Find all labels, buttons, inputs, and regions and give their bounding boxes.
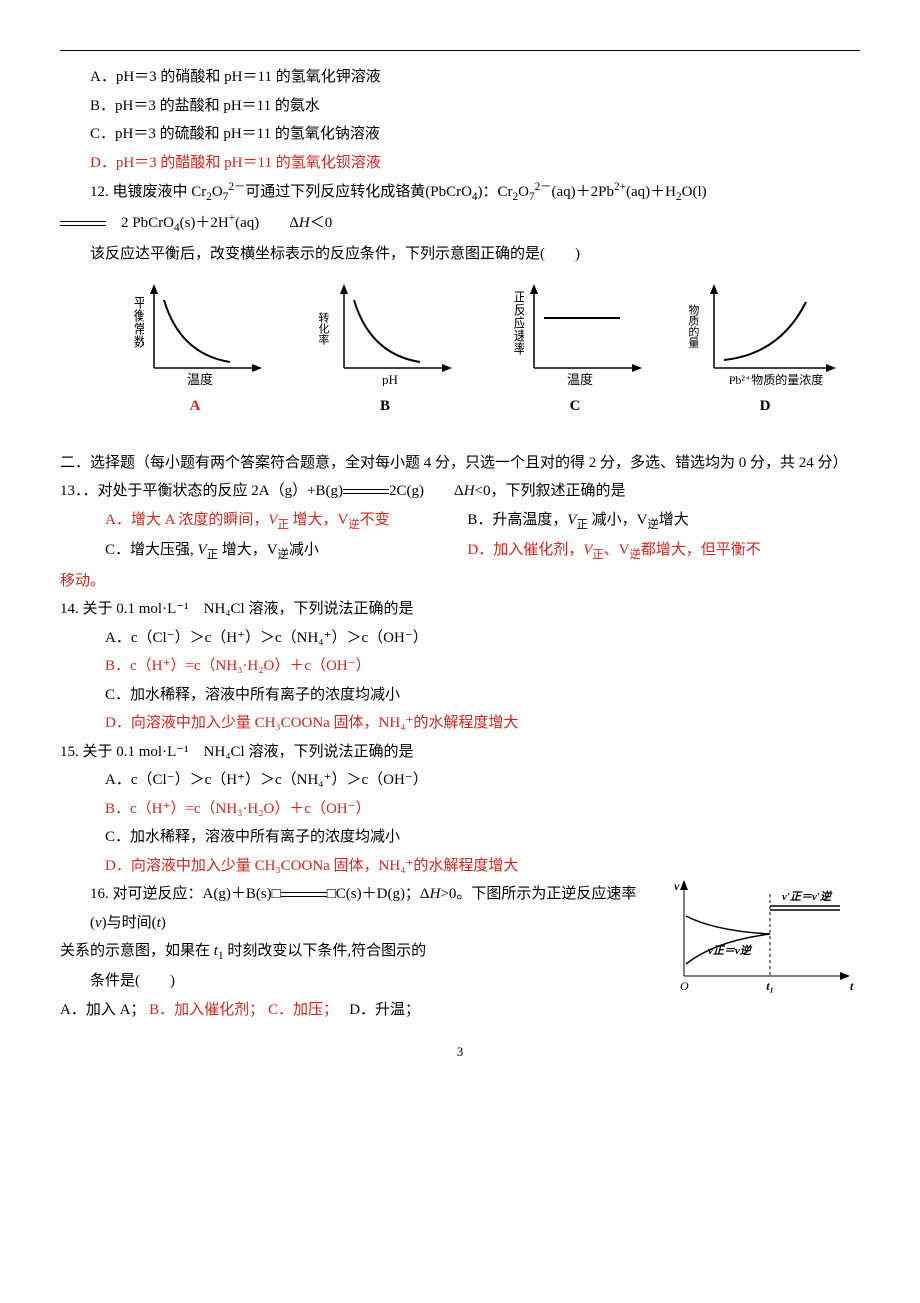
q14-option-b: B．c（H⁺）=c（NH₃·H₂O）＋c（OH⁻） <box>60 652 860 681</box>
header-rule <box>60 50 860 51</box>
q12-graph-a: 平衡常数 温度 <box>110 276 280 386</box>
q12-stem-line1: 12. 电镀废液中 Cr2O72－可通过下列反应转化成铬黄(PbCrO4)：Cr… <box>60 177 860 208</box>
q12-label-b: B <box>300 392 470 421</box>
svg-text:温度: 温度 <box>567 372 593 386</box>
q13-option-c: C．增大压强, V正 增大，V逆减小 <box>105 536 467 566</box>
q16-option-c: C．加压； <box>268 1002 331 1018</box>
svg-text:v′正＝v′逆: v′正＝v′逆 <box>782 890 833 903</box>
q14-option-a: A．c（Cl⁻）＞c（H⁺）＞c（NH₄⁺）＞c（OH⁻） <box>60 624 860 653</box>
q15-stem: 15. 关于 0.1 mol·L⁻¹ NH₄Cl 溶液，下列说法正确的是 <box>60 738 860 767</box>
q13-option-d-wrap: 移动。 <box>60 567 860 596</box>
q13-option-b: B．升高温度，V正 减小，V逆增大 <box>467 506 829 536</box>
svg-text:t₁: t₁ <box>766 979 774 993</box>
q14-stem: 14. 关于 0.1 mol·L⁻¹ NH₄Cl 溶液，下列说法正确的是 <box>60 595 860 624</box>
svg-text:pH: pH <box>382 372 398 386</box>
svg-text:v正＝v逆: v正＝v逆 <box>708 944 753 957</box>
q12-label-d: D <box>680 392 850 421</box>
q15-option-a: A．c（Cl⁻）＞c（H⁺）＞c（NH₄⁺）＞c（OH⁻） <box>60 766 860 795</box>
q13-option-d: D．加入催化剂，V正、V逆都增大，但平衡不 <box>467 536 829 566</box>
q15-option-b: B．c（H⁺）=c（NH₃·H₂O）＋c（OH⁻） <box>60 795 860 824</box>
q12-stem-line3: 该反应达平衡后，改变横坐标表示的反应条件，下列示意图正确的是( ) <box>60 240 860 269</box>
q12-graph-labels: A B C D <box>110 392 850 421</box>
q12-graphs: 平衡常数 温度 Cr₂O₇²⁻转化率 pH 正反应速率 温度 <box>110 276 850 386</box>
q16-option-a: A．加入 A； <box>60 1002 145 1018</box>
q11-option-a: A．pH＝3 的硝酸和 pH＝11 的氢氧化钾溶液 <box>60 63 860 92</box>
q11-option-c: C．pH＝3 的硫酸和 pH＝11 的氢氧化钠溶液 <box>60 120 860 149</box>
equilibrium-arrow-icon <box>343 487 389 497</box>
page-number: 3 <box>60 1040 860 1065</box>
q16-option-d: D．升温； <box>349 1002 420 1018</box>
svg-text:Pb²⁺物质的量浓度: Pb²⁺物质的量浓度 <box>729 372 824 386</box>
q11-option-b: B．pH＝3 的盐酸和 pH＝11 的氨水 <box>60 92 860 121</box>
q12-label-c: C <box>490 392 660 421</box>
svg-text:v: v <box>674 879 680 893</box>
equilibrium-arrow-icon <box>60 219 106 229</box>
q12-graph-b: Cr₂O₇²⁻转化率 pH <box>300 276 470 386</box>
svg-text:O: O <box>680 979 689 993</box>
svg-text:t: t <box>850 979 854 993</box>
q12-graph-d: Cr₂O₇²⁻物质的量 Pb²⁺物质的量浓度 <box>680 276 850 386</box>
svg-text:温度: 温度 <box>187 372 213 386</box>
q14-option-d: D．向溶液中加入少量 CH₃COONa 固体，NH₄⁺的水解程度增大 <box>60 709 860 738</box>
equilibrium-arrow-icon <box>281 890 327 900</box>
q11-option-d: D．pH＝3 的醋酸和 pH＝11 的氢氧化钡溶液 <box>60 149 860 178</box>
q15-option-c: C．加水稀释，溶液中所有离子的浓度均减小 <box>60 823 860 852</box>
q12-graph-c: 正反应速率 温度 <box>490 276 660 386</box>
q13-stem: 13．．对处于平衡状态的反应 2A（g）+B(g)2C(g) ΔH<0，下列叙述… <box>60 477 860 506</box>
q12-label-a: A <box>110 392 280 421</box>
q13-option-a: A．增大 A 浓度的瞬间，V正 增大，V逆不变 <box>105 506 467 536</box>
q16-figure: v t t₁ v正＝v逆 v′正＝v′逆 O <box>660 876 860 1007</box>
q16-option-b: B．加入催化剂； <box>149 1002 264 1018</box>
q12-stem-line2: 2 PbCrO4(s)＋2H+(aq) ΔH＜0 <box>60 208 860 239</box>
section2-title: 二．选择题（每小题有两个答案符合题意，全对每小题 4 分，只选一个且对的得 2 … <box>60 449 860 478</box>
q14-option-c: C．加水稀释，溶液中所有离子的浓度均减小 <box>60 681 860 710</box>
